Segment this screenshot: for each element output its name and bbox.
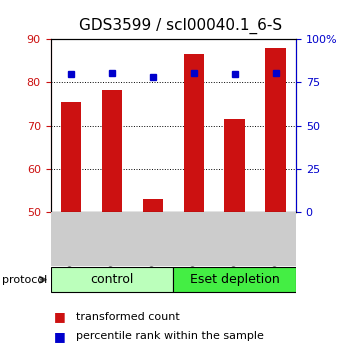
Bar [143, 199, 163, 212]
Text: protocol: protocol [2, 275, 47, 285]
Text: GSM435064: GSM435064 [271, 212, 280, 266]
FancyBboxPatch shape [173, 267, 296, 292]
Text: GSM435062: GSM435062 [189, 212, 198, 266]
Text: GSM435063: GSM435063 [230, 211, 239, 267]
Bar [265, 48, 286, 212]
Text: GSM435059: GSM435059 [66, 211, 75, 267]
Text: ■: ■ [54, 310, 66, 323]
Text: GDS3599 / scl00040.1_6-S: GDS3599 / scl00040.1_6-S [79, 18, 282, 34]
FancyBboxPatch shape [51, 213, 91, 264]
FancyBboxPatch shape [133, 213, 173, 264]
Bar [225, 119, 245, 212]
Bar [183, 54, 204, 212]
FancyBboxPatch shape [51, 267, 173, 292]
Text: ■: ■ [54, 330, 66, 343]
Text: Eset depletion: Eset depletion [190, 273, 279, 286]
FancyBboxPatch shape [92, 213, 131, 264]
Text: GSM435061: GSM435061 [148, 211, 157, 267]
Text: transformed count: transformed count [76, 312, 179, 322]
Text: GSM435060: GSM435060 [108, 211, 116, 267]
FancyBboxPatch shape [256, 213, 295, 264]
Bar [61, 102, 81, 212]
Text: percentile rank within the sample: percentile rank within the sample [76, 331, 264, 341]
FancyBboxPatch shape [174, 213, 213, 264]
Bar [102, 90, 122, 212]
FancyBboxPatch shape [215, 213, 254, 264]
Text: control: control [90, 273, 134, 286]
